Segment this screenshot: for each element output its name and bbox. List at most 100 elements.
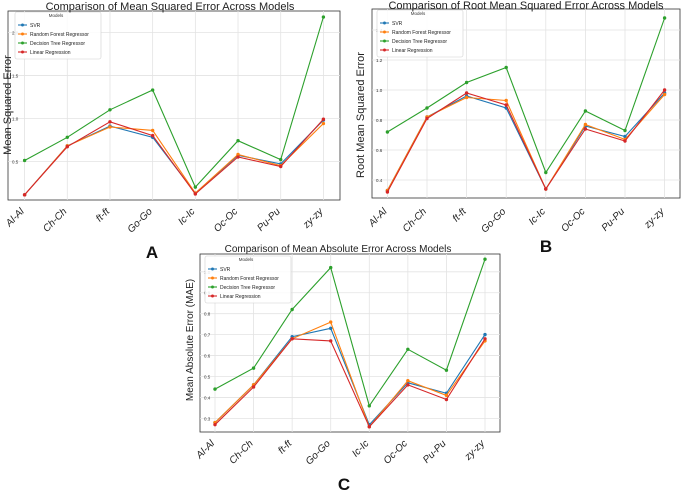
data-point <box>444 397 449 402</box>
chart-panel-a: 0.51.01.52.0Al-AlCh-Chft-ftGo-GoIc-IcOc-… <box>2 1 341 262</box>
y-axis-label: Root Mean Squared Error <box>355 52 367 178</box>
legend-marker <box>21 41 24 45</box>
y-tick-label: 1.5 <box>12 73 19 78</box>
data-point <box>406 383 410 387</box>
chart-title: Comparison of Mean Absolute Error Across… <box>225 244 452 255</box>
legend-label: Linear Regression <box>220 294 261 300</box>
data-point <box>464 91 469 95</box>
plot-frame <box>7 10 341 201</box>
y-tick-label: 0.5 <box>204 375 211 380</box>
data-point <box>150 128 155 133</box>
data-point <box>213 422 217 427</box>
x-tick-label: Ch-Ch <box>401 206 430 235</box>
data-point <box>251 366 256 370</box>
data-point <box>108 120 112 124</box>
data-point <box>236 155 240 159</box>
data-point <box>321 15 326 19</box>
data-point <box>406 378 410 383</box>
legend-marker <box>383 21 386 25</box>
y-axis-label: Mean Squared Error <box>2 55 14 155</box>
data-point <box>425 116 429 121</box>
data-point <box>583 127 588 131</box>
y-tick-label: 0.7 <box>204 333 211 338</box>
data-point <box>279 164 283 169</box>
data-point <box>329 265 333 270</box>
legend-label: Decision Tree Regressor <box>220 285 275 291</box>
series-line <box>387 17 666 174</box>
data-point <box>385 190 390 194</box>
x-tick-label: Ch-Ch <box>41 206 70 235</box>
data-point <box>329 326 333 331</box>
legend-title: Models <box>411 11 426 16</box>
chart-title: Comparison of Root Mean Squared Error Ac… <box>388 0 664 12</box>
x-tick-label: Al-Al <box>194 438 218 462</box>
legend-label: Random Forest Regressor <box>220 276 279 282</box>
legend-marker <box>211 285 214 289</box>
x-tick-label: ft-ft <box>94 205 113 224</box>
legend-label: Decision Tree Regressor <box>392 39 447 45</box>
y-tick-label: 0.6 <box>204 354 211 359</box>
x-tick-label: Ic-Ic <box>176 206 197 227</box>
chart-panel-c: 0.30.40.50.60.70.80.91.0Al-AlCh-Chft-ftG… <box>185 244 501 493</box>
data-point <box>65 145 69 149</box>
data-point <box>483 332 487 337</box>
legend-title: Models <box>49 13 64 18</box>
legend-marker <box>211 267 214 271</box>
data-point <box>623 139 627 143</box>
data-point <box>22 158 27 163</box>
legend-box <box>376 9 464 58</box>
y-tick-label: 1.0 <box>376 88 383 93</box>
series-line <box>24 119 324 196</box>
data-point <box>193 192 198 196</box>
data-point <box>662 88 667 92</box>
data-point <box>22 193 27 197</box>
chart-title: Comparison of Mean Squared Error Across … <box>46 1 295 13</box>
series-line <box>386 89 666 193</box>
data-point <box>367 404 371 408</box>
data-point <box>504 98 508 103</box>
data-point <box>623 128 627 133</box>
x-tick-label: Ch-Ch <box>227 438 256 467</box>
legend-marker <box>383 30 386 34</box>
x-tick-label: Pu-Pu <box>421 438 449 466</box>
data-point <box>290 307 294 312</box>
legend-marker <box>383 39 386 43</box>
data-point <box>662 16 667 20</box>
data-point <box>444 393 449 398</box>
x-tick-label: Al-Al <box>366 206 390 230</box>
legend-marker <box>211 294 214 298</box>
legend-label: Linear Regression <box>392 48 433 54</box>
panel-label: A <box>146 243 158 262</box>
series-line <box>214 338 486 428</box>
data-point <box>367 425 371 429</box>
series-line <box>386 92 666 191</box>
series-line <box>24 118 324 196</box>
data-point <box>290 337 294 341</box>
x-tick-label: Go-Go <box>126 206 155 235</box>
x-tick-label: Oc-Oc <box>559 206 587 234</box>
y-tick-label: 0.6 <box>376 148 383 153</box>
data-point <box>65 135 69 139</box>
x-tick-label: Al-Al <box>3 206 27 230</box>
panel-label: B <box>540 237 552 256</box>
data-point <box>483 257 487 261</box>
data-point <box>150 88 155 92</box>
legend-box <box>204 255 292 304</box>
data-point <box>385 130 390 134</box>
legend-label: Decision Tree Regressor <box>30 41 85 47</box>
data-point <box>406 347 410 351</box>
x-tick-label: Go-Go <box>479 206 508 235</box>
y-tick-label: 1.0 <box>12 116 19 121</box>
data-point <box>504 65 508 70</box>
legend-marker <box>21 50 24 54</box>
data-point <box>464 95 469 100</box>
panel-label: C <box>338 475 350 493</box>
legend-marker <box>383 48 386 52</box>
legend-marker <box>211 276 214 280</box>
x-tick-label: Ic-Ic <box>350 438 371 459</box>
x-tick-label: ft-ft <box>276 437 295 456</box>
series-line <box>214 259 486 408</box>
data-point <box>236 139 240 143</box>
data-point <box>504 103 508 107</box>
